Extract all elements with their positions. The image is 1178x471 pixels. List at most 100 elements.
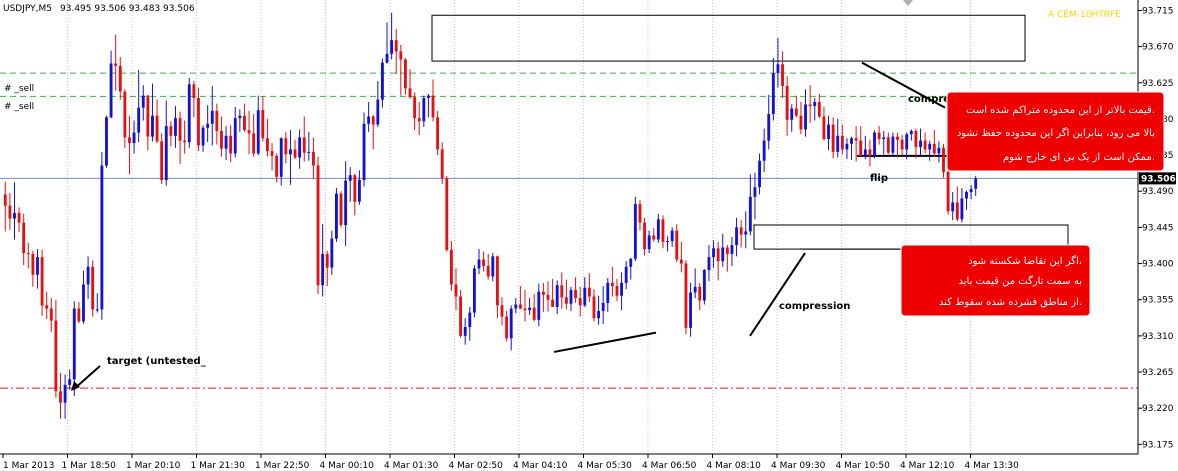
candle-down <box>587 287 591 297</box>
candle-up <box>109 63 113 118</box>
shift-marker-icon[interactable] <box>903 0 913 6</box>
trendline-compressed <box>861 61 946 109</box>
candle-up <box>298 137 302 158</box>
annotation-compressed: compressed <box>908 94 976 105</box>
y-tick-label: 93.625 <box>1142 79 1174 89</box>
candle-up <box>804 104 807 130</box>
y-tick-label: 93.715 <box>1142 6 1174 16</box>
candle-down <box>541 291 545 295</box>
candle-down <box>252 133 256 154</box>
candle-up <box>463 327 467 336</box>
candle-up <box>491 256 495 277</box>
x-tick-label: 4 Mar 06:50 <box>642 461 697 471</box>
candle-up <box>164 126 168 180</box>
candle-down <box>431 95 435 118</box>
candle-up <box>238 115 242 119</box>
y-tick-label: 93.355 <box>1142 296 1174 306</box>
candle-down <box>486 265 490 277</box>
candle-down <box>399 51 403 60</box>
candle-down <box>293 149 297 158</box>
note-box-middle: اگر این تقاضا شکسته شود، به سمت تارگت من… <box>900 244 1091 317</box>
candle-up <box>468 312 472 328</box>
candle-down <box>353 175 357 202</box>
sell-label-upper: # _sell <box>4 84 34 94</box>
candle-down <box>178 118 182 141</box>
x-tick-label: 1 Mar 22:50 <box>255 461 310 471</box>
x-tick-label: 1 Mar 2013 <box>3 461 54 471</box>
candle-up <box>537 291 541 320</box>
candle-down <box>316 165 320 286</box>
candle-up <box>422 98 426 122</box>
plot-area <box>0 0 1138 454</box>
candle-down <box>900 139 904 150</box>
candle-up <box>601 302 605 311</box>
candle-down <box>532 307 536 320</box>
candle-down <box>8 205 12 219</box>
candle-down <box>40 257 44 306</box>
candle-down <box>459 296 463 336</box>
candle-up <box>233 118 237 154</box>
candle-down <box>54 320 58 392</box>
x-tick-label: 4 Mar 08:10 <box>707 461 762 471</box>
candle-up <box>289 149 292 155</box>
candle-up <box>206 123 210 128</box>
candle-down <box>325 253 329 268</box>
candle-up <box>36 257 39 275</box>
candle-down <box>923 140 927 150</box>
candle-up <box>702 269 706 301</box>
candle-down <box>523 308 527 311</box>
annotation-flip: flip <box>870 173 888 184</box>
candle-down <box>118 65 122 92</box>
candle-down <box>725 247 729 254</box>
candle-up <box>376 99 380 125</box>
candle-down <box>243 115 246 131</box>
candle-down <box>128 137 131 144</box>
candle-up <box>321 253 325 286</box>
candle-up <box>836 135 840 152</box>
candle-down <box>413 97 417 119</box>
candle-down <box>932 143 936 154</box>
candle-up <box>863 149 867 156</box>
candle-up <box>670 230 674 242</box>
candles <box>3 12 978 419</box>
candle-down <box>610 282 614 287</box>
candle-up <box>477 259 481 269</box>
candle-down <box>449 249 453 285</box>
candle-down <box>183 140 187 143</box>
x-tick-label: 1 Mar 20:10 <box>126 461 181 471</box>
note-box-top: قیمت بالاتر از این محدوده متراکم شده است… <box>946 91 1165 172</box>
candle-down <box>302 137 306 153</box>
candle-down <box>914 130 918 148</box>
candle-down <box>482 259 486 266</box>
candle-down <box>560 285 564 298</box>
candle-up <box>426 95 430 99</box>
candle-up <box>606 282 610 303</box>
candle-down <box>518 304 522 309</box>
sell-label-lower: # _sell <box>4 102 34 112</box>
candle-down <box>26 253 30 255</box>
x-tick-label: 1 Mar 21:30 <box>191 461 246 471</box>
candle-down <box>417 118 421 122</box>
x-tick-label: 4 Mar 00:10 <box>320 461 375 471</box>
candle-down <box>123 91 127 138</box>
annotation-compression: compression <box>779 301 850 312</box>
candle-up <box>86 266 90 285</box>
candle-up <box>514 304 518 309</box>
candle-down <box>45 305 49 309</box>
candle-up <box>358 179 361 202</box>
ohlc-readout: 93.495 93.506 93.483 93.506 <box>60 4 195 14</box>
candle-down <box>698 286 702 301</box>
target-arrow-icon <box>71 365 101 391</box>
candle-up <box>132 132 136 144</box>
candle-down <box>275 155 279 177</box>
candle-up <box>647 235 651 250</box>
y-tick-label: 93.400 <box>1142 260 1174 270</box>
candle-up <box>141 95 145 108</box>
y-tick-label: 93.310 <box>1142 332 1174 342</box>
candle-down <box>615 286 619 296</box>
candle-up <box>100 165 104 310</box>
candle-down <box>59 391 62 403</box>
trendline-support <box>553 331 657 353</box>
